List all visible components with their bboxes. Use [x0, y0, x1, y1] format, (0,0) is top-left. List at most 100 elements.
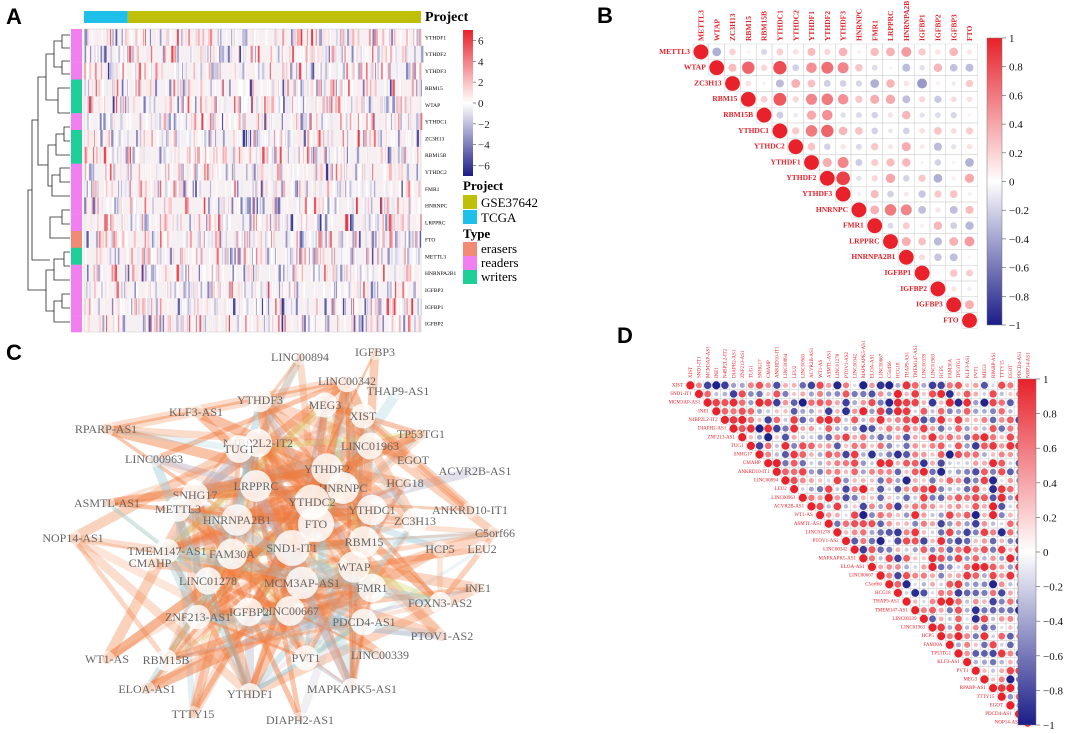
heat-cell [94, 264, 97, 282]
heat-cell [205, 231, 208, 248]
heat-cell [270, 281, 272, 299]
heat-cell [210, 264, 212, 282]
heat-cell [404, 146, 407, 164]
corr-dot [860, 390, 867, 398]
corr-dot [823, 80, 831, 87]
row-label: YTHDC2 [425, 170, 447, 176]
heat-cell [143, 96, 146, 114]
heat-cell [143, 130, 145, 147]
heat-cell [156, 163, 158, 181]
corr-dot [895, 495, 900, 500]
corr-dot [921, 400, 927, 406]
heat-cell [266, 214, 268, 231]
corr-dot [903, 459, 911, 467]
heat-cell [406, 29, 408, 46]
heat-cell [244, 146, 248, 164]
corr-dot [816, 381, 824, 389]
heat-cell [87, 113, 89, 130]
heat-cell [231, 197, 234, 215]
type-cell [71, 231, 82, 249]
heat-cell [249, 214, 252, 231]
heat-cell [380, 130, 382, 147]
heat-cell [199, 146, 202, 164]
heat-cell [298, 29, 300, 46]
heat-cell [128, 247, 130, 265]
corr-dot [989, 416, 997, 424]
heat-cell [146, 130, 148, 147]
corr-dot [928, 398, 937, 407]
heat-cell [98, 315, 100, 332]
heat-cell [84, 315, 86, 332]
heat-cell [177, 96, 179, 114]
heat-cell [414, 315, 416, 332]
heat-cell [201, 113, 204, 130]
heat-cell [173, 62, 177, 80]
heat-cell [354, 298, 357, 316]
heat-cell [418, 130, 420, 147]
heat-cell [285, 180, 288, 198]
heat-cell [205, 96, 207, 114]
heat-cell [340, 113, 342, 130]
heat-cell [176, 45, 179, 63]
heat-cell [131, 45, 134, 63]
heat-cell [197, 79, 200, 97]
heat-cell [230, 247, 234, 265]
heat-cell [338, 79, 341, 97]
heat-cell [123, 281, 125, 299]
heat-cell [380, 197, 382, 215]
heat-cell [206, 214, 208, 231]
corr-dot [869, 478, 875, 483]
corr-dot [817, 452, 823, 457]
heat-cell [335, 315, 338, 332]
heat-cell [197, 146, 199, 164]
heat-cell [259, 96, 261, 114]
heat-cell [233, 197, 236, 215]
heat-cell [260, 163, 264, 181]
heat-cell [303, 113, 305, 130]
heat-cell [294, 214, 297, 231]
corr-dot [791, 434, 797, 440]
heat-cell [282, 298, 285, 316]
heat-cell [84, 298, 86, 316]
heat-cell [291, 298, 293, 316]
corr-dot [766, 391, 771, 397]
heat-cell [107, 113, 110, 130]
corr-dot [834, 520, 841, 527]
heat-cell [234, 264, 237, 282]
heat-cell [378, 231, 380, 248]
heat-cell [398, 281, 400, 299]
corr-dot [964, 468, 971, 475]
corr-dot [816, 511, 825, 520]
row-labels: YTHDF1YTHDF2YTHDF3RBM15WTAPYTHDC1ZC3H13R… [425, 35, 457, 327]
heat-cell [346, 62, 348, 80]
heat-cell [259, 146, 261, 164]
heat-cell [274, 130, 277, 147]
heat-cell [113, 163, 116, 181]
heat-cell [323, 96, 326, 114]
heat-cell [365, 231, 368, 248]
heat-cell [233, 113, 237, 130]
heat-cell [209, 113, 212, 130]
heat-cell [301, 264, 303, 282]
heat-cell [94, 62, 97, 80]
heat-cell [211, 231, 214, 248]
heat-cell [105, 214, 108, 231]
corr-dot [826, 382, 832, 389]
heat-cell [382, 231, 385, 248]
heat-cell [130, 146, 133, 164]
heat-cell [240, 197, 243, 215]
heat-cell [303, 146, 306, 164]
heat-cell [286, 281, 289, 299]
heat-cell [398, 96, 400, 114]
heat-cell [189, 146, 191, 164]
corr-dot [998, 407, 1006, 415]
heat-cell [377, 45, 380, 63]
heat-cell [232, 264, 234, 282]
heat-cell [250, 96, 252, 114]
heat-cell [212, 45, 215, 63]
heat-cell [264, 96, 266, 114]
heat-cell [268, 264, 271, 282]
heat-cell [281, 45, 283, 63]
heat-cell [329, 163, 332, 181]
heat-cell [177, 146, 180, 164]
